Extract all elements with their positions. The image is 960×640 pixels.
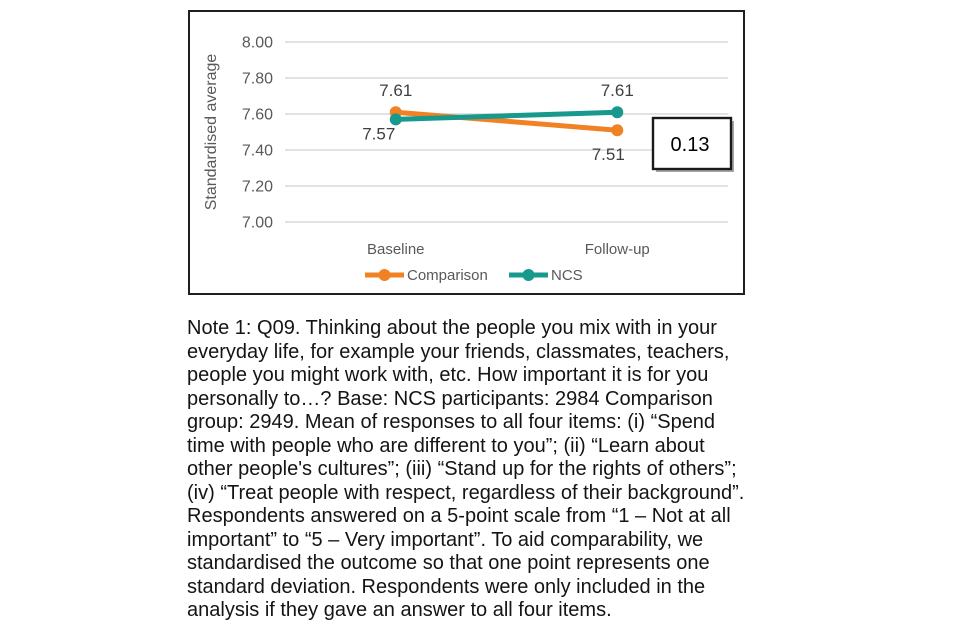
y-tick-label: 7.00 [242,215,273,232]
y-tick-label: 7.40 [242,143,273,160]
data-label: 7.51 [592,145,625,164]
data-label: 7.61 [601,81,634,100]
data-point-ncs [611,106,624,119]
data-label: 7.57 [362,124,395,143]
series-line-comparison [393,109,620,133]
y-tick-label: 7.60 [242,107,273,124]
annotation-box [651,116,733,171]
legend-marker-dot [522,269,535,281]
series-line-ncs [393,109,620,122]
note-text: Note 1: Q09. Thinking about the people y… [187,317,745,621]
annotation-text: 0.13 [671,134,710,156]
y-tick-label: 7.80 [242,71,273,88]
y-tick-label: 7.20 [242,179,273,196]
legend-marker-dot [378,269,391,281]
data-label: 7.61 [379,81,412,100]
data-point-comparison [611,124,624,137]
line-chart: 7.00 7.20 7.40 7.60 7.80 8.00 Standardised ave… [203,35,734,284]
y-axis-title: Standardised average [203,54,220,211]
legend-label-ncs: NCS [551,267,583,284]
x-category-label: Baseline [367,241,425,258]
data-point-ncs [389,113,402,126]
legend-label-comparison: Comparison [407,267,488,284]
chart-frame: 7.00 7.20 7.40 7.60 7.80 8.00 Standardised ave… [188,10,745,295]
annotation-callout: 0.13 [651,116,734,172]
x-category-label: Follow-up [585,241,650,258]
y-tick-label: 8.00 [242,35,273,52]
